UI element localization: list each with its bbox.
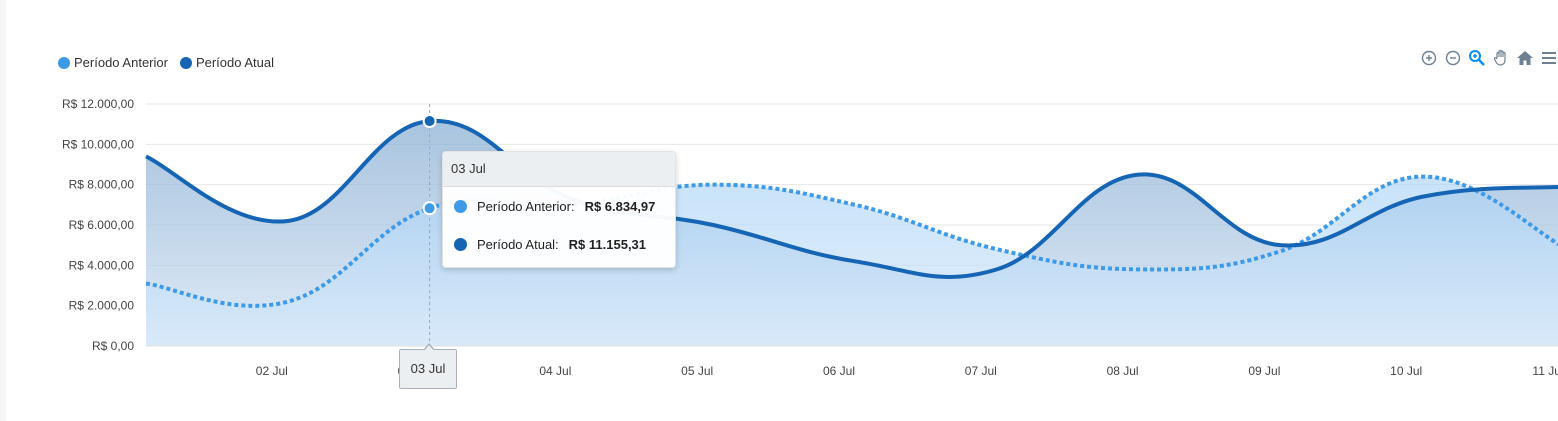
legend-marker-anterior [58, 56, 70, 69]
legend-item-periodo-anterior[interactable]: Período Anterior [58, 55, 168, 70]
hover-marker-atual [422, 114, 437, 129]
legend: Período Anterior Período Atual [58, 55, 274, 70]
home-reset-icon[interactable] [1516, 48, 1534, 68]
legend-item-periodo-atual[interactable]: Período Atual [179, 55, 275, 70]
y-axis: R$ 0,00 R$ 2.000,00 R$ 4.000,00 R$ 6.000,00… [62, 97, 134, 353]
tooltip-value: R$ 11.155,31 [568, 236, 647, 252]
x-tick-label: 07 Jul [965, 364, 997, 378]
x-tick-label: 02 Jul [256, 364, 288, 378]
x-tick-label: 05 Jul [681, 364, 713, 378]
tooltip-row-atual: Período Atual: R$ 11.155,31 [443, 225, 675, 263]
selection-zoom-icon[interactable] [1468, 48, 1486, 68]
y-tick-label: R$ 0,00 [92, 339, 134, 353]
y-tick-label: R$ 12.000,00 [62, 97, 134, 111]
x-crosshair-label: 03 Jul [399, 343, 457, 389]
tooltip-label: Período Anterior: [477, 198, 575, 214]
tooltip: 03 Jul Período Anterior: R$ 6.834,97 Per… [442, 151, 676, 268]
x-tick-label: 06 Jul [823, 364, 855, 378]
x-tick-label: 09 Jul [1248, 364, 1280, 378]
series-line-anterior [145, 174, 1558, 308]
legend-marker-atual [179, 56, 192, 69]
menu-icon[interactable] [1540, 48, 1558, 68]
y-tick-label: R$ 6.000,00 [69, 218, 135, 232]
tooltip-marker-anterior [454, 199, 467, 213]
hover-markers [422, 114, 437, 216]
y-tick-label: R$ 10.000,00 [62, 137, 134, 151]
x-tick-label: 04 Jul [539, 364, 571, 378]
tooltip-marker-atual [454, 237, 467, 251]
pan-hand-icon[interactable] [1492, 48, 1510, 68]
zoom-in-icon[interactable] [1420, 48, 1438, 68]
legend-label: Período Anterior [74, 55, 168, 70]
y-tick-label: R$ 2.000,00 [69, 299, 135, 313]
tooltip-label: Período Atual: [477, 236, 559, 252]
y-tick-label: R$ 8.000,00 [69, 178, 135, 192]
series-lines [145, 119, 1558, 308]
tooltip-value: R$ 6.834,97 [584, 198, 656, 214]
x-tick-label: 10 Jul [1390, 364, 1422, 378]
tooltip-row-anterior: Período Anterior: R$ 6.834,97 [443, 187, 675, 225]
series-line-atual [145, 119, 1558, 279]
y-tick-label: R$ 4.000,00 [69, 258, 135, 272]
hover-marker-anterior [422, 201, 437, 216]
legend-label: Período Atual [195, 55, 275, 70]
chart-toolbar [1420, 48, 1558, 68]
tooltip-title: 03 Jul [443, 152, 675, 187]
x-tick-label: 11 Jul [1532, 364, 1558, 378]
series-areas [146, 121, 1558, 346]
zoom-out-icon[interactable] [1444, 48, 1462, 68]
x-tick-label: 08 Jul [1107, 364, 1139, 378]
